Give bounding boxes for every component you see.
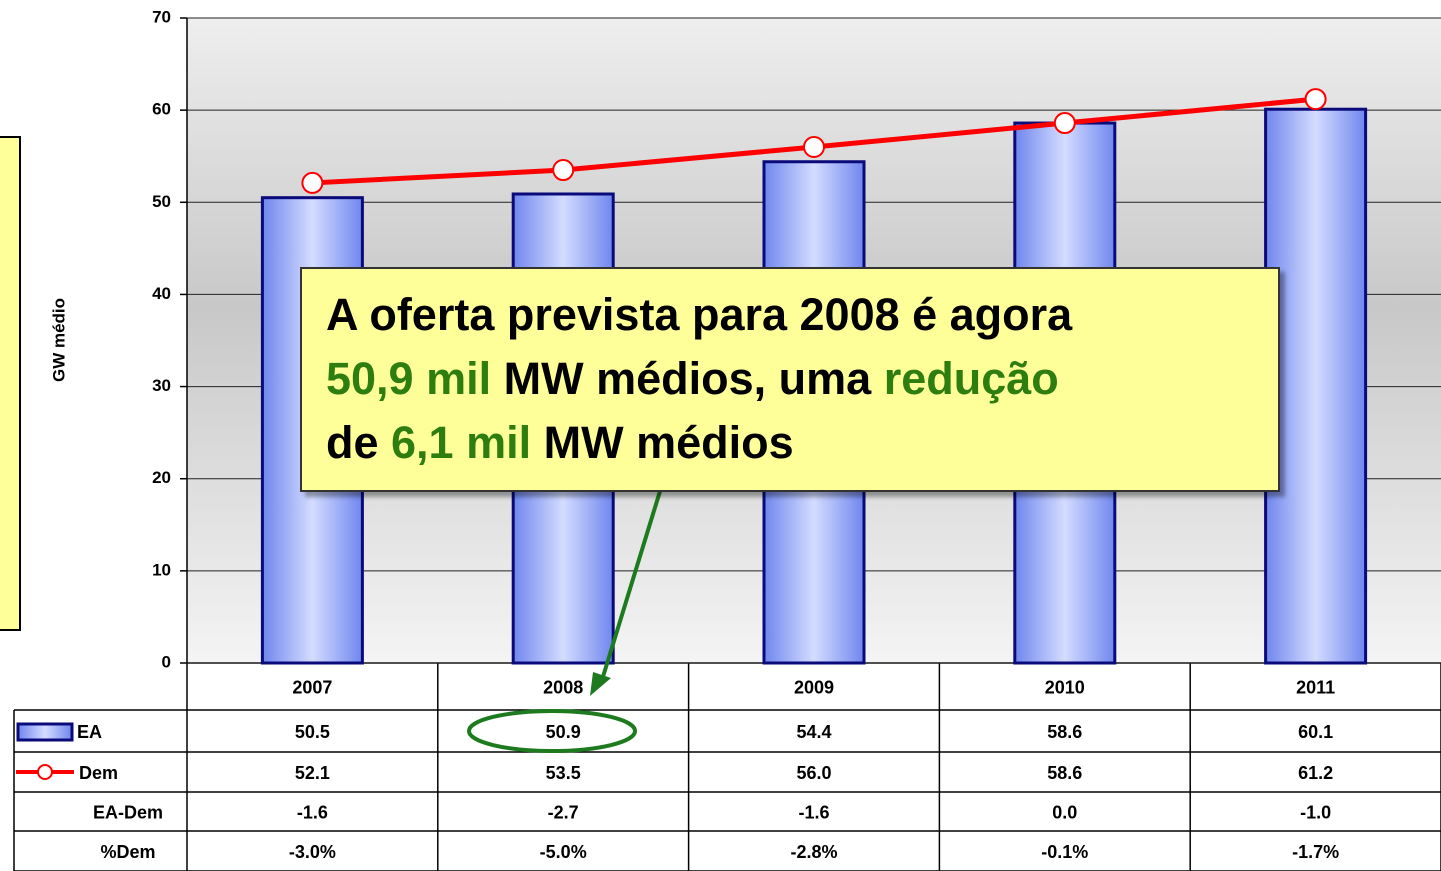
table-value: 50.9	[546, 722, 581, 742]
bar	[1264, 107, 1368, 665]
table-value: -5.0%	[540, 842, 587, 862]
table-value: 53.5	[546, 763, 581, 783]
x-tick-label: 2011	[1296, 677, 1335, 697]
line-marker	[301, 171, 324, 194]
annotation-text: redução	[883, 353, 1059, 404]
arrow-head	[590, 672, 611, 696]
row-label: %Dem	[100, 842, 155, 862]
line-marker	[552, 159, 575, 182]
table-value: -2.7	[548, 802, 579, 822]
row-label: EA-Dem	[93, 802, 163, 822]
legend-label: EA	[77, 722, 102, 742]
annotation-text: 6,1 mil	[391, 417, 532, 468]
annotation-text: MW médios	[543, 417, 794, 468]
table-value: -1.0	[1300, 802, 1331, 822]
line-marker	[1053, 112, 1076, 135]
y-tick-label: 30	[152, 376, 171, 395]
table-value: -0.1%	[1041, 842, 1088, 862]
table-value: -3.0%	[289, 842, 336, 862]
table-value: -2.8%	[790, 842, 837, 862]
annotation-line: de 6,1 mil MW médios	[326, 411, 1254, 475]
legend-swatch	[37, 764, 53, 780]
x-tick-label: 2008	[543, 677, 583, 697]
legend-label: Dem	[79, 763, 118, 783]
arrow	[600, 487, 663, 681]
table-value: 56.0	[796, 763, 831, 783]
line-marker	[803, 136, 825, 158]
table-value: 52.1	[295, 763, 330, 783]
table-value: 61.2	[1298, 763, 1333, 783]
x-tick-label: 2007	[292, 677, 332, 697]
legend-swatch	[16, 722, 74, 742]
table-value: 58.6	[1047, 763, 1082, 783]
table-value: 60.1	[1298, 722, 1333, 742]
annotation-line: 50,9 mil MW médios, uma redução	[326, 347, 1254, 411]
annotation-line: A oferta prevista para 2008 é agora	[326, 283, 1254, 347]
y-tick-label: 60	[152, 100, 171, 119]
table-value: -1.7%	[1292, 842, 1339, 862]
y-tick-label: 40	[152, 284, 171, 303]
y-tick-label: 50	[152, 192, 171, 211]
annotation-text: de	[326, 417, 379, 468]
table-value: 58.6	[1047, 722, 1082, 742]
table-value: -1.6	[798, 802, 829, 822]
annotation-text: MW médios, uma	[503, 353, 872, 404]
table-value: 54.4	[796, 722, 831, 742]
x-tick-label: 2009	[794, 677, 834, 697]
y-tick-label: 10	[152, 560, 171, 579]
table-value: -1.6	[297, 802, 328, 822]
y-axis-label: GW médio	[49, 298, 68, 382]
table-value: 0.0	[1052, 802, 1077, 822]
annotation: A oferta prevista para 2008 é agora 50,9 …	[300, 267, 1280, 492]
side-box	[0, 136, 21, 631]
data-table: 2007 2008 2009 2010 2011 EA 50.5 50.9 54.4 58.6 60…	[13, 662, 1441, 871]
annotation-text: A oferta prevista para 2008 é agora	[326, 289, 1073, 340]
y-tick-label: 70	[152, 7, 171, 26]
y-tick-label: 0	[162, 652, 171, 671]
y-tick-label: 20	[152, 468, 171, 487]
highlight	[467, 709, 637, 753]
line-marker	[1304, 88, 1327, 111]
table-value: 50.5	[295, 722, 330, 742]
annotation-text: 50,9 mil	[326, 353, 492, 404]
x-tick-label: 2010	[1045, 677, 1085, 697]
